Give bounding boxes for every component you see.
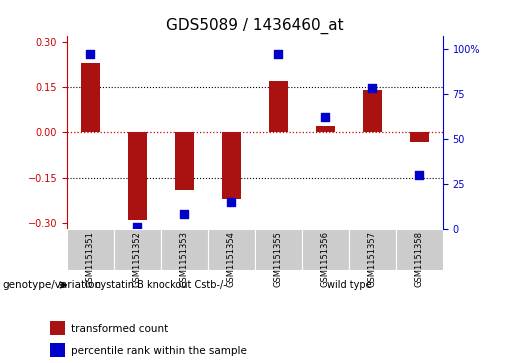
Text: percentile rank within the sample: percentile rank within the sample	[71, 346, 247, 356]
Point	[227, 199, 235, 205]
Text: transformed count: transformed count	[71, 324, 168, 334]
Point	[274, 52, 283, 57]
Bar	[128, 132, 147, 220]
Bar	[363, 90, 382, 132]
Bar	[255, 229, 302, 270]
Title: GDS5089 / 1436460_at: GDS5089 / 1436460_at	[166, 17, 344, 33]
Text: GSM1151353: GSM1151353	[180, 231, 189, 287]
Bar	[81, 64, 100, 132]
Bar	[410, 132, 429, 142]
Point	[87, 52, 95, 57]
Text: GSM1151358: GSM1151358	[415, 231, 424, 287]
Bar	[269, 81, 288, 132]
Bar	[161, 229, 208, 270]
Bar	[208, 229, 255, 270]
Bar	[114, 229, 161, 270]
Text: GSM1151356: GSM1151356	[321, 231, 330, 287]
Bar	[396, 229, 443, 270]
Text: GSM1151354: GSM1151354	[227, 231, 236, 287]
Bar	[175, 132, 194, 189]
Bar	[50, 343, 65, 357]
Bar	[302, 229, 349, 270]
Text: genotype/variation: genotype/variation	[3, 280, 101, 290]
Point	[415, 172, 423, 178]
Point	[133, 224, 142, 230]
Text: cystatin B knockout Cstb-/-: cystatin B knockout Cstb-/-	[95, 280, 227, 290]
Point	[368, 86, 376, 91]
Bar	[67, 229, 114, 270]
Bar	[50, 322, 65, 335]
Text: wild type: wild type	[327, 280, 371, 290]
Point	[321, 114, 330, 120]
Bar	[349, 229, 396, 270]
Point	[180, 211, 188, 217]
Text: GSM1151351: GSM1151351	[86, 231, 95, 287]
Bar	[316, 126, 335, 132]
Bar	[222, 132, 241, 199]
Text: GSM1151355: GSM1151355	[274, 231, 283, 287]
Text: GSM1151357: GSM1151357	[368, 231, 377, 287]
Text: GSM1151352: GSM1151352	[133, 231, 142, 287]
